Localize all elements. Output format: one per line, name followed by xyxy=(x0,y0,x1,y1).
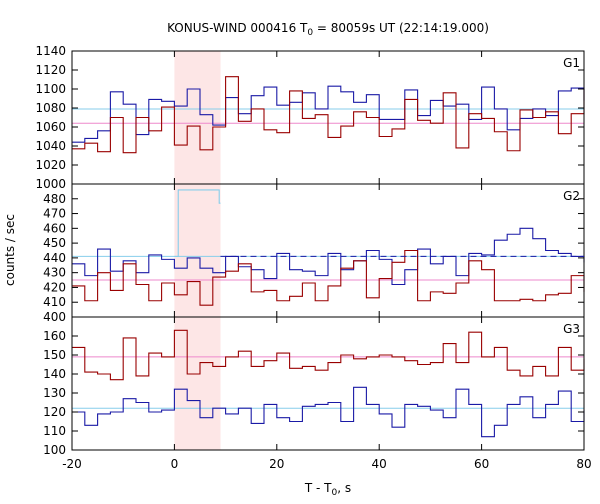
panel-g2-ytick-label: 450 xyxy=(43,236,66,250)
panel-g2-series-blue-0 xyxy=(72,227,585,286)
panel-g1-ytick-label: 1080 xyxy=(35,101,66,115)
panel-g3-frame xyxy=(71,316,585,451)
plot-layer: 10001020104010601080110011201140G1400410… xyxy=(35,44,591,471)
panel-g3-label: G3 xyxy=(563,322,580,336)
panel-g3-ytick-label: 120 xyxy=(43,405,66,419)
chart-title: KONUS-WIND 000416 T0 = 80059s UT (22:14:… xyxy=(167,21,489,38)
panel-g2-series-red-1 xyxy=(72,249,585,306)
xtick-label: 40 xyxy=(372,457,387,471)
xtick-label: 80 xyxy=(576,457,591,471)
panel-g2-ytick-label: 410 xyxy=(43,295,66,309)
panel-g3-ytick-label: 130 xyxy=(43,386,66,400)
xtick-label: 20 xyxy=(269,457,284,471)
panel-g2-ytick-label: 460 xyxy=(43,221,66,235)
panel-g3-ytick-label: 140 xyxy=(43,367,66,381)
panel-g2-series-blue-light-2 xyxy=(174,189,221,257)
panel-g1-ytick-label: 1060 xyxy=(35,120,66,134)
panel-g2-ytick-label: 440 xyxy=(43,251,66,265)
x-axis-label-subscript: 0 xyxy=(332,488,338,498)
xtick-label: -20 xyxy=(62,457,82,471)
panel-g1: 1000 1020 1040 1060 1080 1100 1120 1140 G1 xyxy=(35,44,585,191)
panel-g1-label: G1 xyxy=(563,56,580,70)
xtick-label: 0 xyxy=(171,457,179,471)
panel-g3-ytick-label: 100 xyxy=(43,443,66,457)
panel-g1-ytick-label: 1020 xyxy=(35,158,66,172)
xtick-label: 60 xyxy=(474,457,489,471)
panel-g3-ytick-label: 150 xyxy=(43,348,66,362)
panel-g3-ytick-label: 110 xyxy=(43,424,66,438)
panel-g1-ytick-label: 1000 xyxy=(35,177,66,191)
panel-g3: 100 110 120 130 140 150 160 G3 xyxy=(43,316,585,457)
panel-g2-ytick-label: 400 xyxy=(43,310,66,324)
panel-g1-ytick-label: 1100 xyxy=(35,82,66,96)
panel-g2-label: G2 xyxy=(563,189,580,203)
panel-g1-ytick-label: 1140 xyxy=(35,44,66,58)
panel-g1-ytick-label: 1120 xyxy=(35,63,66,77)
x-axis-label: T - T0, s xyxy=(304,481,351,498)
panel-g2-ytick-label: 430 xyxy=(43,266,66,280)
panel-g2-ytick-label: 480 xyxy=(43,192,66,206)
panel-g3-series-red-1 xyxy=(72,329,585,381)
panel-g1-series-blue-0 xyxy=(72,85,585,143)
y-axis-label: counts / sec xyxy=(3,214,17,286)
panel-g1-ytick-label: 1040 xyxy=(35,139,66,153)
trigger-interval-shading xyxy=(174,51,221,450)
panel-g3-ytick-label: 160 xyxy=(43,329,66,343)
panel-g2-ytick-label: 420 xyxy=(43,280,66,294)
chart-title-main: KONUS-WIND 000416 T xyxy=(167,21,308,35)
chart-title-subscript: 0 xyxy=(307,28,313,38)
x-axis-label-main: T - T xyxy=(304,481,332,495)
chart-title-rest: = 80059s UT (22:14:19.000) xyxy=(313,21,489,35)
panel-g2-ytick-label: 470 xyxy=(43,207,66,221)
panel-g1-series-red-1 xyxy=(72,76,585,154)
panel-g3-series-blue-0 xyxy=(72,386,585,438)
x-axis-label-rest: , s xyxy=(337,481,351,495)
